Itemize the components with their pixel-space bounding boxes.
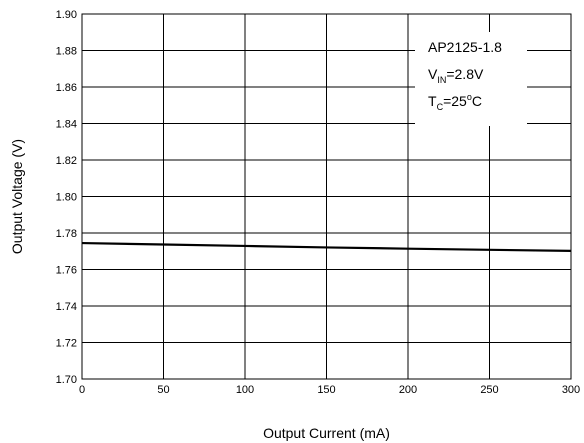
y-tick-label: 1.86	[56, 82, 77, 94]
x-tick-label: 200	[399, 384, 417, 396]
y-tick-label: 1.88	[56, 46, 77, 58]
chart-annotation: AP2125-1.8 VIN=2.8V TC=25oC	[415, 32, 527, 126]
y-tick-label: 1.90	[56, 9, 77, 21]
x-tick-label: 100	[236, 384, 254, 396]
y-tick-label: 1.80	[56, 192, 77, 204]
x-axis-title: Output Current (mA)	[263, 425, 390, 441]
y-tick-label: 1.74	[56, 301, 77, 313]
y-tick-label: 1.72	[56, 338, 77, 350]
annotation-device: AP2125-1.8	[428, 39, 502, 55]
x-tick-label: 300	[562, 384, 580, 396]
y-tick-label: 1.84	[56, 119, 77, 131]
x-tick-label: 150	[317, 384, 335, 396]
y-tick-label: 1.76	[56, 265, 77, 277]
x-tick-label: 0	[79, 384, 85, 396]
x-tick-label: 50	[157, 384, 169, 396]
y-tick-label: 1.78	[56, 228, 77, 240]
y-tick-label: 1.70	[56, 374, 77, 386]
y-axis-title: Output Voltage (V)	[9, 139, 25, 254]
y-tick-label: 1.82	[56, 155, 77, 167]
x-tick-label: 250	[480, 384, 498, 396]
